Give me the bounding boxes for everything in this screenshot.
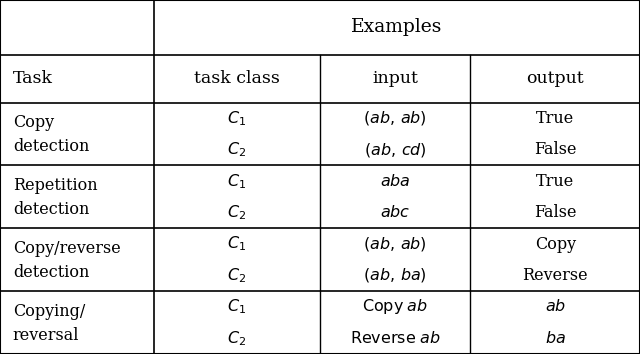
Text: detection: detection <box>13 201 89 218</box>
Text: Task: Task <box>13 70 52 87</box>
Text: detection: detection <box>13 264 89 281</box>
Text: False: False <box>534 141 577 158</box>
Text: $\mathit{abc}$: $\mathit{abc}$ <box>380 204 410 221</box>
Text: Reverse: Reverse <box>522 267 588 284</box>
Text: True: True <box>536 110 574 127</box>
Text: $C_{1}$: $C_{1}$ <box>227 297 246 316</box>
Text: $C_{1}$: $C_{1}$ <box>227 109 246 128</box>
Text: False: False <box>534 204 577 221</box>
Text: $C_{1}$: $C_{1}$ <box>227 172 246 190</box>
Text: $(\mathit{ab},\,\mathit{ab})$: $(\mathit{ab},\,\mathit{ab})$ <box>364 235 427 253</box>
Text: Copy/reverse: Copy/reverse <box>13 240 120 257</box>
Text: $(\mathit{ab},\,\mathit{cd})$: $(\mathit{ab},\,\mathit{cd})$ <box>364 141 427 159</box>
Text: Examples: Examples <box>351 18 442 36</box>
Text: $(\mathit{ab},\,\mathit{ab})$: $(\mathit{ab},\,\mathit{ab})$ <box>364 109 427 127</box>
Text: detection: detection <box>13 138 89 155</box>
Text: Copy: Copy <box>13 114 54 131</box>
Text: task class: task class <box>194 70 280 87</box>
Text: Copying/: Copying/ <box>13 303 85 320</box>
Text: Repetition: Repetition <box>13 177 97 194</box>
Text: $\mathit{ab}$: $\mathit{ab}$ <box>545 298 566 315</box>
Text: output: output <box>526 70 584 87</box>
Text: $C_{2}$: $C_{2}$ <box>227 141 246 159</box>
Text: reversal: reversal <box>13 327 79 344</box>
Text: $(\mathit{ab},\,\mathit{ba})$: $(\mathit{ab},\,\mathit{ba})$ <box>364 267 427 285</box>
Text: $C_{1}$: $C_{1}$ <box>227 235 246 253</box>
Text: input: input <box>372 70 418 87</box>
Text: $\mathit{aba}$: $\mathit{aba}$ <box>380 173 410 190</box>
Text: $C_{2}$: $C_{2}$ <box>227 266 246 285</box>
Text: $\mathrm{Reverse}\;\mathit{ab}$: $\mathrm{Reverse}\;\mathit{ab}$ <box>350 330 440 347</box>
Text: Copy: Copy <box>534 235 576 252</box>
Text: True: True <box>536 173 574 190</box>
Text: $C_{2}$: $C_{2}$ <box>227 329 246 348</box>
Text: $\mathrm{Copy}\;\mathit{ab}$: $\mathrm{Copy}\;\mathit{ab}$ <box>362 297 428 316</box>
Text: $\mathit{ba}$: $\mathit{ba}$ <box>545 330 566 347</box>
Text: $C_{2}$: $C_{2}$ <box>227 203 246 222</box>
